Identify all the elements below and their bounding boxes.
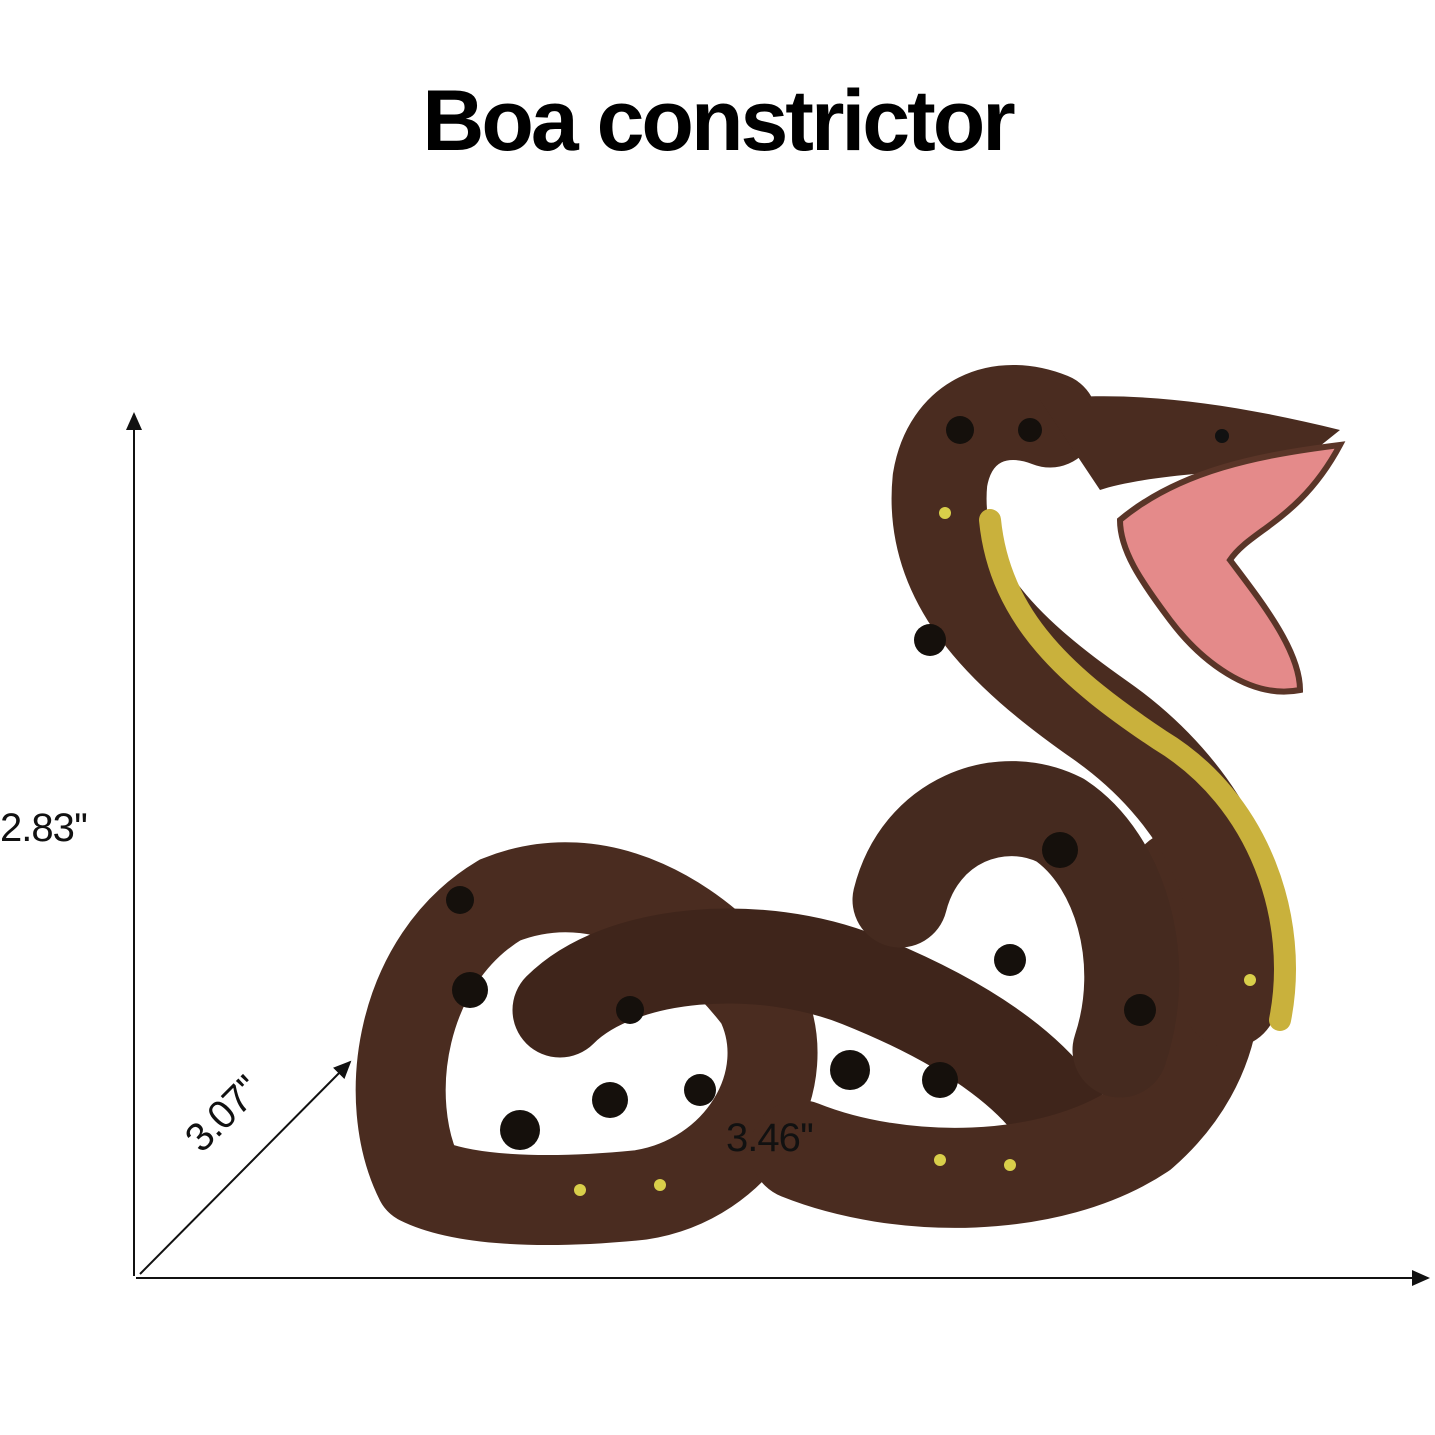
width-label: 3.46'' [726, 1116, 814, 1160]
height-label: 2.83'' [0, 806, 88, 850]
snake-figure [355, 365, 1346, 1245]
product-title: Boa constrictor [422, 73, 1016, 169]
depth-arrow [139, 1060, 352, 1275]
dimension-lines [126, 412, 1430, 1286]
